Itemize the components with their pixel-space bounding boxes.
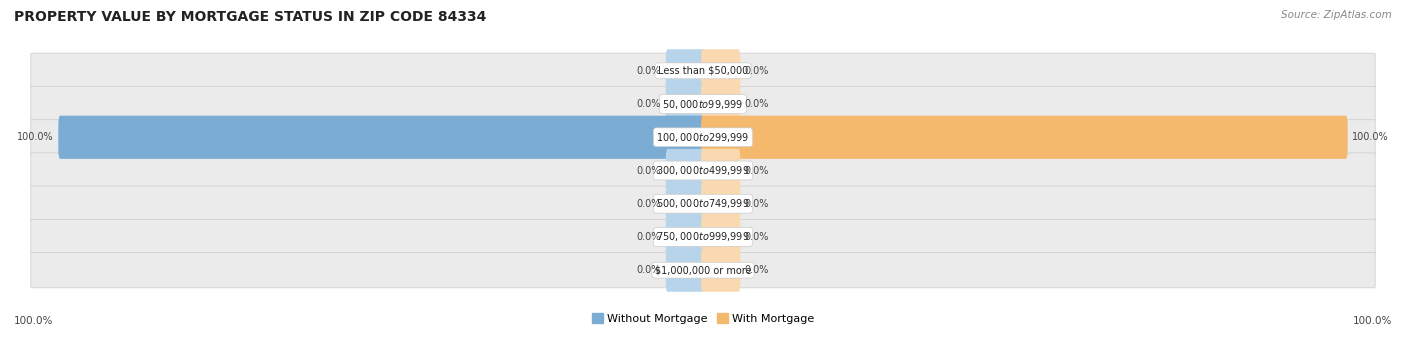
Text: 0.0%: 0.0% xyxy=(637,99,661,109)
Text: 0.0%: 0.0% xyxy=(637,66,661,76)
Text: PROPERTY VALUE BY MORTGAGE STATUS IN ZIP CODE 84334: PROPERTY VALUE BY MORTGAGE STATUS IN ZIP… xyxy=(14,10,486,24)
Text: 100.0%: 100.0% xyxy=(14,316,53,326)
Text: 0.0%: 0.0% xyxy=(745,232,769,242)
Text: 0.0%: 0.0% xyxy=(637,199,661,209)
FancyBboxPatch shape xyxy=(31,186,1375,221)
FancyBboxPatch shape xyxy=(31,153,1375,188)
FancyBboxPatch shape xyxy=(31,86,1375,122)
FancyBboxPatch shape xyxy=(665,83,704,125)
FancyBboxPatch shape xyxy=(702,216,741,258)
FancyBboxPatch shape xyxy=(665,49,704,92)
Text: $750,000 to $999,999: $750,000 to $999,999 xyxy=(657,231,749,243)
Text: Source: ZipAtlas.com: Source: ZipAtlas.com xyxy=(1281,10,1392,20)
Text: 0.0%: 0.0% xyxy=(745,199,769,209)
FancyBboxPatch shape xyxy=(665,216,704,258)
FancyBboxPatch shape xyxy=(58,116,704,159)
Text: 0.0%: 0.0% xyxy=(637,165,661,176)
FancyBboxPatch shape xyxy=(31,253,1375,288)
Text: $500,000 to $749,999: $500,000 to $749,999 xyxy=(657,197,749,210)
Text: 100.0%: 100.0% xyxy=(1353,132,1389,142)
Text: $50,000 to $99,999: $50,000 to $99,999 xyxy=(662,98,744,110)
FancyBboxPatch shape xyxy=(702,249,741,292)
Text: 0.0%: 0.0% xyxy=(745,165,769,176)
FancyBboxPatch shape xyxy=(702,49,741,92)
Text: 0.0%: 0.0% xyxy=(637,265,661,275)
FancyBboxPatch shape xyxy=(702,116,1348,159)
Text: 100.0%: 100.0% xyxy=(1353,316,1392,326)
FancyBboxPatch shape xyxy=(31,219,1375,255)
Legend: Without Mortgage, With Mortgage: Without Mortgage, With Mortgage xyxy=(588,309,818,328)
FancyBboxPatch shape xyxy=(665,182,704,225)
Text: Less than $50,000: Less than $50,000 xyxy=(658,66,748,76)
Text: 0.0%: 0.0% xyxy=(745,265,769,275)
Text: 100.0%: 100.0% xyxy=(17,132,53,142)
FancyBboxPatch shape xyxy=(702,182,741,225)
Text: 0.0%: 0.0% xyxy=(745,66,769,76)
Text: 0.0%: 0.0% xyxy=(637,232,661,242)
FancyBboxPatch shape xyxy=(665,249,704,292)
Text: $300,000 to $499,999: $300,000 to $499,999 xyxy=(657,164,749,177)
Text: $100,000 to $299,999: $100,000 to $299,999 xyxy=(657,131,749,144)
FancyBboxPatch shape xyxy=(702,149,741,192)
FancyBboxPatch shape xyxy=(665,149,704,192)
Text: $1,000,000 or more: $1,000,000 or more xyxy=(655,265,751,275)
FancyBboxPatch shape xyxy=(31,53,1375,88)
FancyBboxPatch shape xyxy=(31,120,1375,155)
Text: 0.0%: 0.0% xyxy=(745,99,769,109)
FancyBboxPatch shape xyxy=(702,83,741,125)
